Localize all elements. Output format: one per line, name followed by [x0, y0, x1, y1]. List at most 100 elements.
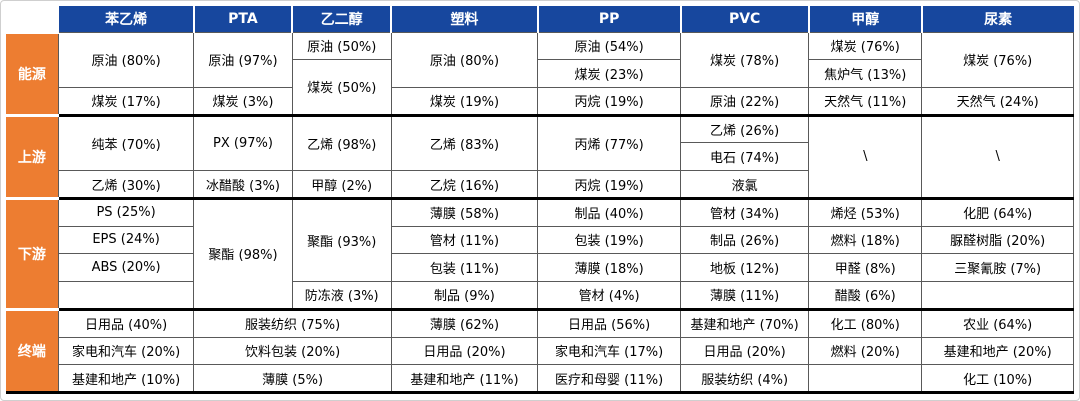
section-terminal: 终端 日用品 (40%) 服装纺织 (75%) 薄膜 (62%) 日用品 (56%) 基建… — [6, 307, 1074, 393]
table-cell: 天然气 (11%) — [808, 86, 923, 116]
table-cell: 饮料包装 (20%) — [193, 336, 392, 366]
table-cell: 日用品 (20%) — [390, 336, 539, 366]
section-label-downstream: 下游 — [6, 196, 59, 310]
table-cell: 原油 (97%) — [193, 31, 293, 88]
table-cell: 服装纺织 (4%) — [680, 364, 810, 393]
table-row: 基建和地产 (10%) 薄膜 (5%) 基建和地产 (11%) 医疗和母婴 (11%)… — [6, 364, 1074, 393]
table-cell: 煤炭 (76%) — [808, 31, 923, 61]
table-cell: 化工 (10%) — [921, 364, 1074, 393]
table-cell: 薄膜 (58%) — [390, 196, 539, 227]
table-cell: PS (25%) — [57, 196, 195, 227]
table-cell: 原油 (50%) — [291, 31, 392, 61]
table-cell: 液氯 — [680, 170, 810, 199]
table-cell: 乙烯 (30%) — [57, 170, 195, 199]
table-cell: 包装 (11%) — [390, 253, 539, 283]
table-cell: 日用品 (40%) — [57, 307, 195, 338]
table-cell: 农业 (64%) — [921, 307, 1074, 338]
table-row: 电石 (74%) — [6, 142, 1074, 172]
table-cell: 醋酸 (6%) — [808, 281, 923, 310]
column-header-urea: 尿素 — [920, 6, 1074, 32]
table-cell: \ — [921, 113, 1074, 199]
section-label-upstream: 上游 — [6, 113, 59, 199]
section-energy: 能源 原油 (80%) 原油 (97%) 原油 (50%) 原油 (80%) 原油 (54… — [6, 30, 1074, 116]
table-cell: 原油 (54%) — [537, 31, 682, 61]
table-row: 能源 原油 (80%) 原油 (97%) 原油 (50%) 原油 (80%) 原油 (54… — [6, 30, 1074, 116]
table-row: 煤炭 (50%) 煤炭 (23%) 焦炉气 (13%) — [6, 59, 1074, 116]
table-cell: 薄膜 (62%) — [390, 307, 539, 338]
table-cell — [921, 281, 1074, 310]
table-cell: 天然气 (24%) — [921, 86, 1074, 116]
table-cell: 薄膜 (18%) — [537, 253, 682, 283]
table-cell: 制品 (26%) — [680, 225, 810, 255]
table-cell: 甲醛 (8%) — [808, 253, 923, 283]
table-cell: 薄膜 (5%) — [193, 364, 392, 393]
table-cell: 乙烯 (98%) — [291, 113, 392, 172]
table-cell: 管材 (4%) — [537, 281, 682, 310]
section-upstream: 上游 纯苯 (70%) PX (97%) 乙烯 (98%) 乙烯 (83%) 丙烯 (77… — [6, 113, 1074, 199]
table-cell: 基建和地产 (20%) — [921, 336, 1074, 366]
table-cell: 日用品 (56%) — [537, 307, 682, 338]
table-cell: PX (97%) — [193, 113, 293, 172]
table-cell: 煤炭 (19%) — [390, 86, 539, 116]
table-cell: 聚酯 (98%) — [193, 196, 293, 310]
table-cell: 脲醛树脂 (20%) — [921, 225, 1074, 255]
column-header-methanol: 甲醇 — [807, 6, 922, 32]
table-row: 防冻液 (3%) 制品 (9%) 管材 (4%) 薄膜 (11%) 醋酸 (6%) — [6, 281, 1074, 310]
table-cell: 丙烷 (19%) — [537, 86, 682, 116]
table-cell: 乙烯 (83%) — [390, 113, 539, 172]
table-cell: 基建和地产 (10%) — [57, 364, 195, 393]
table-cell: 原油 (80%) — [390, 31, 539, 88]
table-cell: 甲醇 (2%) — [291, 170, 392, 199]
table-cell: 地板 (12%) — [680, 253, 810, 283]
table-cell: 电石 (74%) — [680, 142, 810, 172]
table-cell: 化肥 (64%) — [921, 196, 1074, 227]
table-cell: 制品 (9%) — [390, 281, 539, 310]
table-cell: 烯烃 (53%) — [808, 196, 923, 227]
column-header-pta: PTA — [192, 6, 293, 32]
table-cell: 纯苯 (70%) — [57, 113, 195, 172]
table-cell: 丙烷 (19%) — [537, 170, 682, 199]
table-cell: 防冻液 (3%) — [291, 281, 392, 310]
table-cell: 管材 (11%) — [390, 225, 539, 255]
table-cell: 煤炭 (78%) — [680, 31, 810, 88]
table-cell: 日用品 (20%) — [680, 336, 810, 366]
table-cell: 煤炭 (50%) — [291, 59, 392, 116]
column-header-meg: 乙二醇 — [291, 6, 392, 32]
supply-chain-table: 苯乙烯 PTA 乙二醇 塑料 PP PVC 甲醇 尿素 能源 原油 (80%) 原油 (97%) 原… — [6, 6, 1074, 394]
table-row: EPS (24%) 管材 (11%) 包装 (19%) 制品 (26%) 燃料 (18%… — [6, 225, 1074, 255]
column-header-pvc: PVC — [679, 6, 809, 32]
table-cell: 聚酯 (93%) — [291, 196, 392, 283]
table-cell: 丙烯 (77%) — [537, 113, 682, 172]
table-row: 终端 日用品 (40%) 服装纺织 (75%) 薄膜 (62%) 日用品 (56%) 基建… — [6, 307, 1074, 393]
table-cell: ABS (20%) — [57, 253, 195, 283]
table-row: 乙烯 (30%) 冰醋酸 (3%) 甲醇 (2%) 乙烷 (16%) 丙烷 (19%) 液… — [6, 170, 1074, 199]
table-cell: 包装 (19%) — [537, 225, 682, 255]
table-row: ABS (20%) 包装 (11%) 薄膜 (18%) 地板 (12%) 甲醛 (8%)… — [6, 253, 1074, 283]
table-cell: 管材 (34%) — [680, 196, 810, 227]
table-cell: 基建和地产 (11%) — [390, 364, 539, 393]
table-cell: 煤炭 (76%) — [921, 31, 1074, 88]
table-cell: 焦炉气 (13%) — [808, 59, 923, 88]
table-cell: 服装纺织 (75%) — [193, 307, 392, 338]
table-row: 家电和汽车 (20%) 饮料包装 (20%) 日用品 (20%) 家电和汽车 (17%… — [6, 336, 1074, 366]
table-header: 苯乙烯 PTA 乙二醇 塑料 PP PVC 甲醇 尿素 — [6, 6, 1074, 32]
table-cell: 医疗和母婴 (11%) — [537, 364, 682, 393]
table-cell: 煤炭 (17%) — [57, 86, 195, 116]
column-header-styrene: 苯乙烯 — [57, 6, 194, 32]
table-cell: 基建和地产 (70%) — [680, 307, 810, 338]
section-label-energy: 能源 — [6, 30, 59, 116]
header-row: 苯乙烯 PTA 乙二醇 塑料 PP PVC 甲醇 尿素 — [6, 6, 1074, 32]
table-cell: 煤炭 (23%) — [537, 59, 682, 88]
table-row: 下游 PS (25%) 聚酯 (98%) 聚酯 (93%) 薄膜 (58%) 制品 (40… — [6, 196, 1074, 310]
table-cell: 化工 (80%) — [808, 307, 923, 338]
table-cell: 三聚氰胺 (7%) — [921, 253, 1074, 283]
table-cell: 原油 (22%) — [680, 86, 810, 116]
column-header-plastics: 塑料 — [390, 6, 538, 32]
table-cell: EPS (24%) — [57, 225, 195, 255]
section-downstream: 下游 PS (25%) 聚酯 (98%) 聚酯 (93%) 薄膜 (58%) 制品 (40… — [6, 196, 1074, 310]
table-cell: 燃料 (18%) — [808, 225, 923, 255]
table-cell: 家电和汽车 (20%) — [57, 336, 195, 366]
table-cell — [808, 364, 923, 393]
table-cell: \ — [808, 113, 923, 199]
